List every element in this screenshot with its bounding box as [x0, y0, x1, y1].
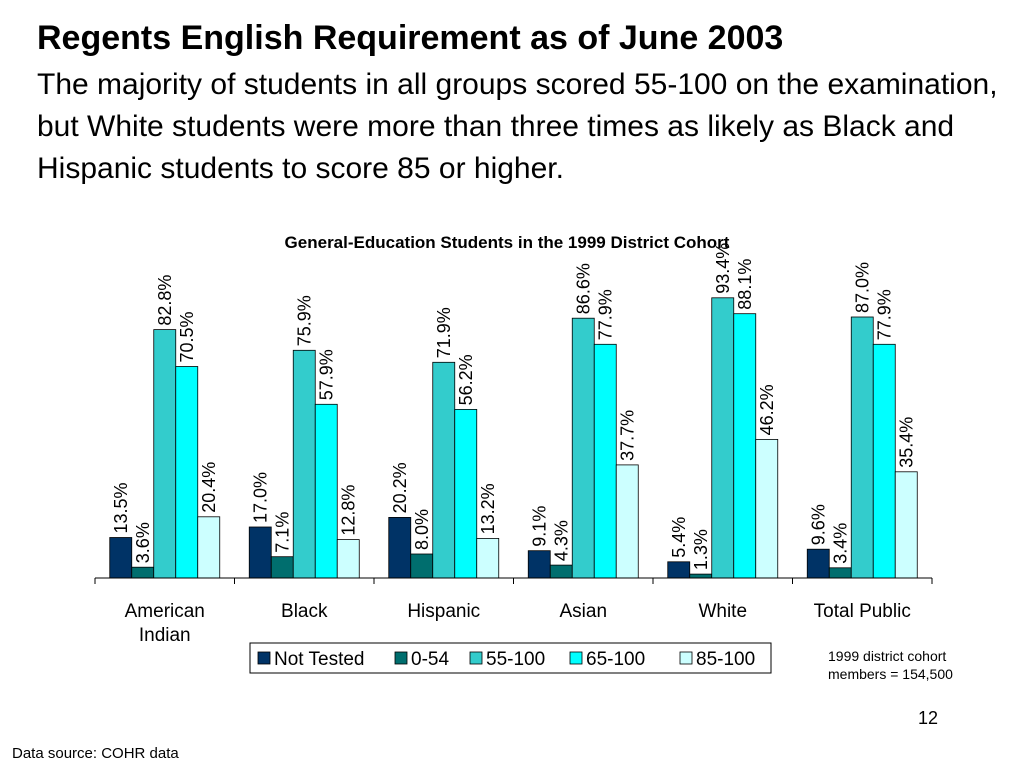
bar-0-54-1: [270, 556, 294, 579]
bar-85-100-5: [894, 471, 918, 579]
bar-not-tested-3: [527, 550, 551, 579]
data-label-55-100-2: 71.9%: [434, 307, 454, 358]
bar-65-100-2: [454, 408, 478, 579]
bar-85-100-4: [755, 438, 779, 579]
bar-0-54-3: [549, 564, 573, 579]
data-label-65-100-3: 77.9%: [595, 289, 615, 340]
bar-not-tested-1: [248, 526, 272, 579]
bar-not-tested-5: [806, 548, 830, 579]
data-label-not-tested-1: 17.0%: [250, 472, 270, 523]
bar-55-100-3: [571, 317, 595, 579]
data-label-not-tested-4: 5.4%: [669, 517, 689, 558]
legend-swatch-3: [569, 651, 583, 665]
chart-title: General-Education Students in the 1999 D…: [285, 233, 730, 252]
bar-85-100-1: [336, 539, 360, 579]
bar-0-54-5: [828, 567, 852, 579]
slide-subtitle: The majority of students in all groups s…: [37, 68, 998, 185]
cohort-footnote: 1999 district cohort members = 154,500: [828, 647, 1008, 683]
data-label-55-100-3: 86.6%: [573, 263, 593, 314]
data-label-55-100-1: 75.9%: [294, 295, 314, 346]
data-label-not-tested-5: 9.6%: [808, 504, 828, 545]
legend-label-1: 0-54: [411, 649, 449, 670]
data-label-55-100-0: 82.8%: [155, 275, 175, 326]
data-label-65-100-0: 70.5%: [177, 311, 197, 362]
legend-label-3: 65-100: [586, 649, 645, 670]
data-source: Data source: COHR data: [12, 745, 179, 762]
footnote-line-1: 1999 district cohort: [828, 648, 947, 664]
bar-85-100-0: [197, 516, 221, 579]
data-label-65-100-4: 88.1%: [735, 259, 755, 310]
data-label-65-100-2: 56.2%: [456, 354, 476, 405]
bar-65-100-1: [314, 403, 338, 579]
legend-label-0: Not Tested: [274, 649, 364, 670]
bar-not-tested-2: [388, 517, 412, 579]
bar-0-54-2: [410, 553, 434, 579]
x-tick-label-2: Hispanic: [407, 601, 480, 622]
data-label-0-54-4: 1.3%: [691, 529, 711, 570]
bar-85-100-2: [476, 538, 500, 579]
bar-0-54-0: [131, 566, 155, 579]
data-label-65-100-1: 57.9%: [316, 349, 336, 400]
data-label-55-100-4: 93.4%: [713, 243, 733, 294]
bar-not-tested-4: [667, 561, 691, 579]
legend-label-2: 55-100: [486, 649, 545, 670]
legend-swatch-1: [394, 651, 408, 665]
bar-65-100-5: [872, 343, 896, 579]
data-label-85-100-3: 37.7%: [617, 410, 637, 461]
page-number: 12: [917, 708, 938, 728]
bar-55-100-2: [432, 361, 456, 579]
bar-55-100-4: [711, 297, 735, 579]
bar-65-100-0: [175, 366, 199, 579]
bar-55-100-5: [850, 316, 874, 579]
data-label-55-100-5: 87.0%: [852, 262, 872, 313]
legend-label-4: 85-100: [696, 649, 755, 670]
data-label-85-100-1: 12.8%: [338, 485, 358, 536]
data-label-not-tested-0: 13.5%: [111, 482, 131, 533]
legend-swatch-4: [679, 651, 693, 665]
data-label-0-54-3: 4.3%: [551, 520, 571, 561]
bar-85-100-3: [615, 464, 639, 579]
legend-swatch-0: [257, 651, 271, 665]
x-tick-label-0: American Indian: [125, 601, 205, 646]
slide-title: Regents English Requirement as of June 2…: [37, 19, 784, 57]
footnote-line-2: members = 154,500: [828, 666, 953, 682]
data-label-85-100-2: 13.2%: [478, 483, 498, 534]
bar-65-100-3: [593, 343, 617, 579]
data-label-85-100-4: 46.2%: [757, 384, 777, 435]
bar-65-100-4: [733, 313, 757, 579]
bar-55-100-1: [292, 349, 316, 579]
data-label-0-54-0: 3.6%: [133, 522, 153, 563]
bar-not-tested-0: [109, 537, 133, 579]
data-label-0-54-1: 7.1%: [272, 512, 292, 553]
bar-0-54-4: [689, 573, 713, 579]
data-label-not-tested-2: 20.2%: [390, 462, 410, 513]
bar-55-100-0: [153, 329, 177, 579]
legend-swatch-2: [469, 651, 483, 665]
x-tick-label-3: Asian: [559, 601, 607, 622]
x-tick-label-1: Black: [281, 601, 328, 622]
data-label-65-100-5: 77.9%: [874, 289, 894, 340]
data-label-0-54-2: 8.0%: [412, 509, 432, 550]
x-tick-label-5: Total Public: [814, 601, 911, 622]
data-label-0-54-5: 3.4%: [830, 523, 850, 564]
data-label-not-tested-3: 9.1%: [529, 506, 549, 547]
x-tick-label-4: White: [698, 601, 747, 622]
data-label-85-100-0: 20.4%: [199, 462, 219, 513]
data-label-85-100-5: 35.4%: [896, 417, 916, 468]
